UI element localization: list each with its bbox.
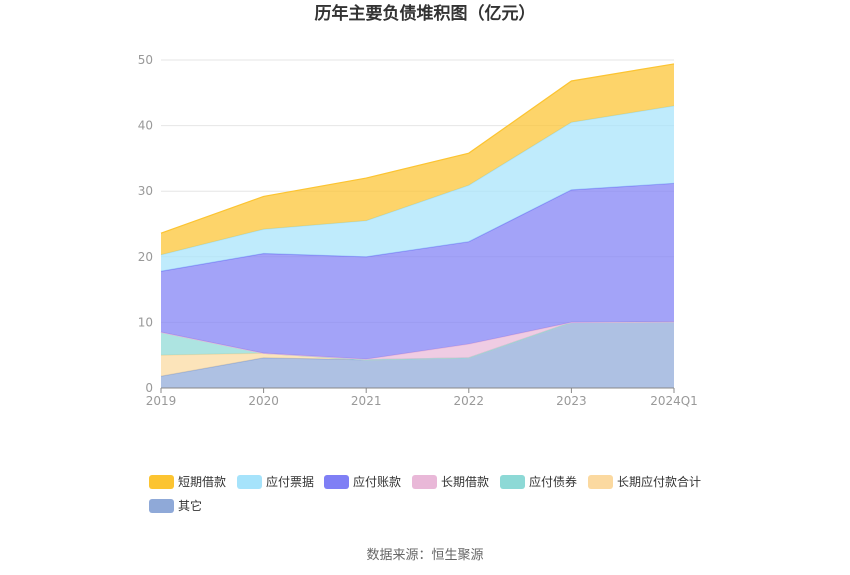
y-tick-label: 30 (138, 184, 153, 198)
legend-swatch (149, 475, 174, 489)
legend-swatch (237, 475, 262, 489)
source-note: 数据来源：恒生聚源 (366, 548, 483, 563)
legend-item: 长期借款 (412, 475, 489, 489)
area-6 (161, 63, 674, 255)
y-tick-label: 20 (138, 250, 153, 264)
x-tick-label: 2022 (454, 394, 485, 408)
area-line-6 (160, 63, 675, 234)
legend-item: 应付票据 (237, 474, 314, 489)
legend-label: 应付账款 (353, 474, 401, 489)
x-tick-label: 2020 (248, 394, 279, 408)
chart-title: 历年主要负债堆积图（亿元） (315, 3, 536, 24)
legend-label: 长期借款 (441, 475, 489, 489)
area-0 (161, 321, 674, 388)
legend-label: 应付票据 (266, 474, 314, 489)
legend-item: 其它 (149, 498, 202, 513)
legend-swatch (588, 475, 613, 489)
legend-label: 应付债券 (529, 474, 577, 489)
area-series (160, 63, 675, 388)
legend-label: 其它 (178, 498, 202, 513)
legend-item: 应付账款 (324, 474, 401, 489)
area-5 (161, 105, 674, 272)
y-tick-label: 40 (138, 119, 153, 133)
area-3 (161, 321, 674, 360)
y-tick-label: 50 (138, 53, 153, 67)
y-tick-label: 10 (138, 315, 153, 329)
x-tick-label: 2024Q1 (650, 394, 698, 408)
axes: 0 10 20 30 40 50 2019 2020 2021 2022 2023 2024Q1 (138, 53, 698, 408)
x-tick-label: 2021 (351, 394, 382, 408)
legend-item: 短期借款 (149, 475, 226, 489)
x-tick-label: 2019 (146, 394, 177, 408)
legend-swatch (149, 499, 174, 513)
y-tick-label: 0 (145, 381, 153, 395)
legend-label: 长期应付款合计 (617, 474, 701, 489)
area-4 (161, 183, 674, 360)
legend-swatch (412, 475, 437, 489)
legend-label: 短期借款 (178, 475, 226, 489)
legend-item: 应付债券 (500, 474, 577, 489)
legend-swatch (500, 475, 525, 489)
legend-item: 长期应付款合计 (588, 474, 701, 489)
legend-swatch (324, 475, 349, 489)
x-tick-label: 2023 (556, 394, 587, 408)
area-line-3 (160, 321, 675, 360)
